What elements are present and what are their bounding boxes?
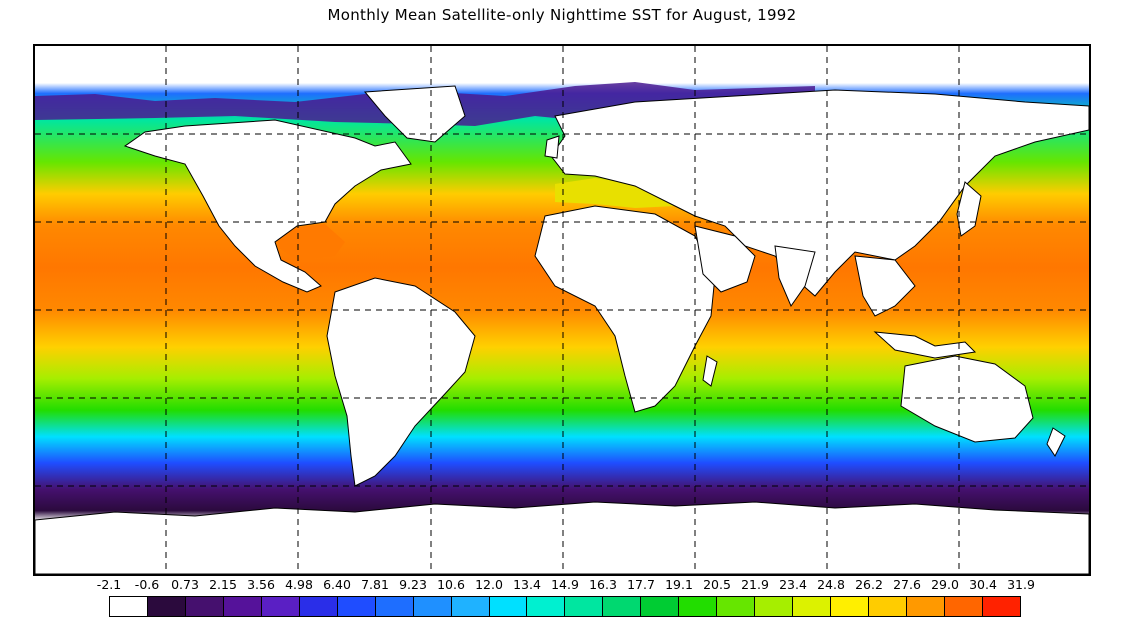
colorbar-swatch (337, 597, 376, 616)
colorbar-swatch (869, 597, 908, 616)
madagascar (702, 355, 718, 387)
colorbar-tick-label: 6.40 (323, 577, 351, 592)
colorbar-swatch (185, 597, 224, 616)
land-masses (35, 85, 1089, 574)
colorbar-tick-label: 12.0 (475, 577, 503, 592)
colorbar-tick-label: 2.15 (209, 577, 237, 592)
south-america (326, 277, 476, 487)
southeast-asia (854, 255, 916, 317)
colorbar-tick-label: 16.3 (589, 577, 617, 592)
map-title: Monthly Mean Satellite-only Nighttime SS… (327, 6, 797, 24)
colorbar-tick-label: 21.9 (741, 577, 769, 592)
colorbar-tick-label: -2.1 (96, 577, 122, 592)
colorbar-swatch (451, 597, 490, 616)
colorbar-swatch (299, 597, 338, 616)
colorbar-tick-label: 23.4 (779, 577, 807, 592)
colorbar-tick-label: 13.4 (513, 577, 541, 592)
australia (900, 355, 1034, 443)
colorbar-tick-label: 0.73 (171, 577, 199, 592)
uk (544, 135, 560, 159)
colorbar-swatch (793, 597, 832, 616)
indonesia (873, 331, 977, 359)
colorbar-swatch (982, 597, 1020, 616)
sst-map (33, 44, 1091, 576)
colorbar-swatch (223, 597, 262, 616)
colorbar-tick-label: 27.6 (893, 577, 921, 592)
colorbar-swatch (489, 597, 528, 616)
colorbar-tick-label: 17.7 (627, 577, 655, 592)
colorbar-swatch (261, 597, 300, 616)
colorbar-tick-label: 10.6 (437, 577, 465, 592)
colorbar-swatch (907, 597, 945, 616)
colorbar-swatch (717, 597, 756, 616)
colorbar-swatch (641, 597, 680, 616)
colorbar-tick-label: 9.23 (399, 577, 427, 592)
gulf-mexico-warm (275, 224, 345, 260)
mediterranean-warm (555, 178, 675, 208)
colorbar-tick-label: 29.0 (931, 577, 959, 592)
colorbar-swatch (679, 597, 718, 616)
colorbar-tick-label: 7.81 (361, 577, 389, 592)
europe-asia (550, 89, 1089, 297)
colorbar-swatch (755, 597, 794, 616)
colorbar-swatch (413, 597, 452, 616)
colorbar-tick-label: 31.9 (1007, 577, 1035, 592)
colorbar-tick-label: -0.6 (134, 577, 160, 592)
arabia (694, 225, 756, 293)
colorbar-swatch (831, 597, 870, 616)
colorbar-tick-label: 14.9 (551, 577, 579, 592)
world-map-svg (35, 46, 1089, 574)
colorbar-swatch (565, 597, 604, 616)
colorbar-swatch (944, 597, 983, 616)
colorbar-tick-label: 4.98 (285, 577, 313, 592)
greenland (363, 85, 466, 143)
colorbar-swatch (110, 597, 148, 616)
india (774, 245, 816, 308)
graticule (35, 46, 1089, 574)
colorbar-swatch (375, 597, 414, 616)
colorbar-tick-label: 24.8 (817, 577, 845, 592)
africa (534, 205, 716, 413)
north-america (123, 119, 412, 293)
colorbar-tick-labels: -2.1 -0.6 0.73 2.15 3.56 4.98 6.40 7.81 9.23 10.6… (90, 577, 1040, 595)
colorbar-tick-label: 30.4 (969, 577, 997, 592)
colorbar-tick-label: 19.1 (665, 577, 693, 592)
colorbar (109, 596, 1021, 617)
colorbar-tick-label: 20.5 (703, 577, 731, 592)
colorbar-tick-label: 3.56 (247, 577, 275, 592)
colorbar-tick-label: 26.2 (855, 577, 883, 592)
colorbar-swatch (603, 597, 642, 616)
new-zealand (1046, 427, 1066, 457)
colorbar-swatch (527, 597, 566, 616)
colorbar-swatch (147, 597, 186, 616)
